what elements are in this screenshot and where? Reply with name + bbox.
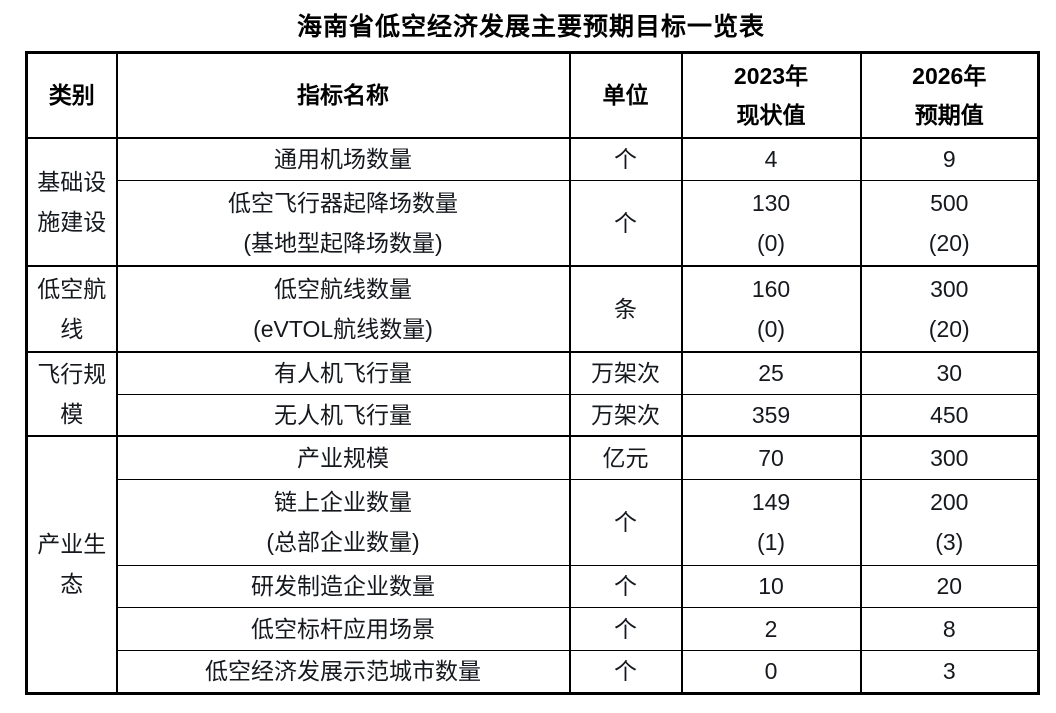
unit-cell: 万架次: [568, 351, 683, 395]
unit-cell: 个: [568, 179, 683, 267]
table-row: 基础设施建设 通用机场数量 个 4 9: [25, 137, 1040, 267]
cell-line: 160: [751, 276, 791, 302]
cell-line: (20): [928, 316, 970, 342]
indicator-cell: 无人机飞行量: [115, 393, 571, 437]
header-2023-line1: 2023年: [733, 62, 809, 89]
value-2026-cell: 20: [859, 564, 1040, 608]
header-indicator: 指标名称: [115, 52, 571, 139]
unit-cell: 万架次: [568, 393, 683, 437]
cell-line: 低空航线数量: [274, 276, 412, 302]
value-2023-cell: 0: [680, 649, 862, 694]
unit-cell: 个: [568, 649, 683, 694]
value-2023-cell: 4: [680, 137, 862, 181]
table-row: 低空飞行器起降场数量 (基地型起降场数量) 个 130 (0) 500 (20): [27, 179, 1040, 267]
table-row: 链上企业数量 (总部企业数量) 个 149 (1) 200 (3): [27, 478, 1040, 566]
indicator-cell: 低空飞行器起降场数量 (基地型起降场数量): [115, 179, 571, 267]
value-2026-cell: 30: [859, 351, 1040, 395]
unit-cell: 个: [568, 478, 683, 566]
header-2026: 2026年 预期值: [859, 52, 1040, 139]
cell-line: (20): [928, 229, 970, 256]
cell-line: 200: [930, 489, 969, 515]
value-2023-cell: 25: [680, 351, 862, 395]
cell-line: (3): [935, 529, 964, 555]
table-row: 无人机飞行量 万架次 359 450: [27, 393, 1040, 437]
unit-cell: 亿元: [568, 435, 683, 480]
cell-line: (1): [756, 529, 786, 555]
category-cell-industry-ecosystem: 产业生态: [25, 435, 118, 694]
unit-cell: 个: [568, 137, 683, 181]
value-2026-cell: 500 (20): [859, 179, 1040, 267]
unit-cell: 个: [568, 606, 683, 651]
indicator-cell: 研发制造企业数量: [115, 564, 571, 608]
indicator-cell: 低空标杆应用场景: [115, 606, 571, 651]
category-cell-routes: 低空航线: [25, 265, 118, 353]
indicator-cell: 低空航线数量 (eVTOL航线数量): [115, 265, 571, 353]
cell-line: 链上企业数量: [274, 489, 412, 515]
value-2023-cell: 149 (1): [680, 478, 862, 566]
category-cell-flight-scale: 飞行规模: [25, 351, 118, 437]
indicator-cell: 通用机场数量: [115, 137, 571, 181]
table-row: 研发制造企业数量 个 10 20: [27, 564, 1040, 608]
cell-line: 130: [751, 189, 791, 216]
value-2023-cell: 70: [680, 435, 862, 480]
cell-line: 500: [930, 189, 969, 216]
value-2023-cell: 10: [680, 564, 862, 608]
value-2026-cell: 3: [859, 649, 1040, 694]
cell-line: 低空飞行器起降场数量: [228, 189, 458, 216]
category-cell-infrastructure: 基础设施建设: [25, 137, 118, 267]
table-row: 低空标杆应用场景 个 2 8: [27, 606, 1040, 651]
header-category: 类别: [25, 52, 118, 139]
header-2023: 2023年 现状值: [680, 52, 862, 139]
value-2026-cell: 9: [859, 137, 1040, 181]
value-2023-cell: 130 (0): [680, 179, 862, 267]
cell-line: 149: [751, 489, 791, 515]
table-row: 产业生态 产业规模 亿元 70 300: [25, 435, 1040, 694]
value-2023-cell: 2: [680, 606, 862, 651]
cell-line: (0): [756, 316, 786, 342]
value-2026-cell: 300 (20): [859, 265, 1040, 353]
cell-line: (总部企业数量): [266, 529, 420, 555]
value-2023-cell: 359: [680, 393, 862, 437]
table-row: 飞行规模 有人机飞行量 万架次 25 30: [25, 351, 1040, 437]
table-row: 低空航线 低空航线数量 (eVTOL航线数量) 条 160 (0) 300 (2…: [25, 265, 1040, 353]
indicator-cell: 有人机飞行量: [115, 351, 571, 395]
header-2023-line2: 现状值: [736, 101, 806, 128]
indicator-cell: 链上企业数量 (总部企业数量): [115, 478, 571, 566]
indicator-cell: 低空经济发展示范城市数量: [115, 649, 571, 694]
cell-line: 300: [930, 276, 969, 302]
document-page: 海南省低空经济发展主要预期目标一览表 类别 指标名称 单位 2023年 现状值 …: [25, 7, 1040, 695]
unit-cell: 条: [568, 265, 683, 353]
cell-line: (0): [756, 229, 786, 256]
page-title: 海南省低空经济发展主要预期目标一览表: [296, 13, 765, 41]
cell-line: (基地型起降场数量): [243, 229, 443, 256]
value-2023-cell: 160 (0): [680, 265, 862, 353]
unit-cell: 个: [568, 564, 683, 608]
value-2026-cell: 8: [859, 606, 1040, 651]
value-2026-cell: 200 (3): [859, 478, 1040, 566]
header-row: 类别 指标名称 单位 2023年 现状值 2026年 预期值: [25, 52, 1040, 139]
targets-table: 类别 指标名称 单位 2023年 现状值 2026年 预期值 基础设施建设 通用…: [25, 51, 1040, 695]
table-row: 低空经济发展示范城市数量 个 0 3: [27, 649, 1040, 694]
value-2026-cell: 450: [859, 393, 1040, 437]
header-2026-line2: 预期值: [914, 101, 984, 128]
header-2026-line1: 2026年: [912, 62, 987, 89]
cell-line: (eVTOL航线数量): [253, 316, 433, 342]
value-2026-cell: 300: [859, 435, 1040, 480]
indicator-cell: 产业规模: [115, 435, 571, 480]
header-unit: 单位: [568, 52, 683, 139]
